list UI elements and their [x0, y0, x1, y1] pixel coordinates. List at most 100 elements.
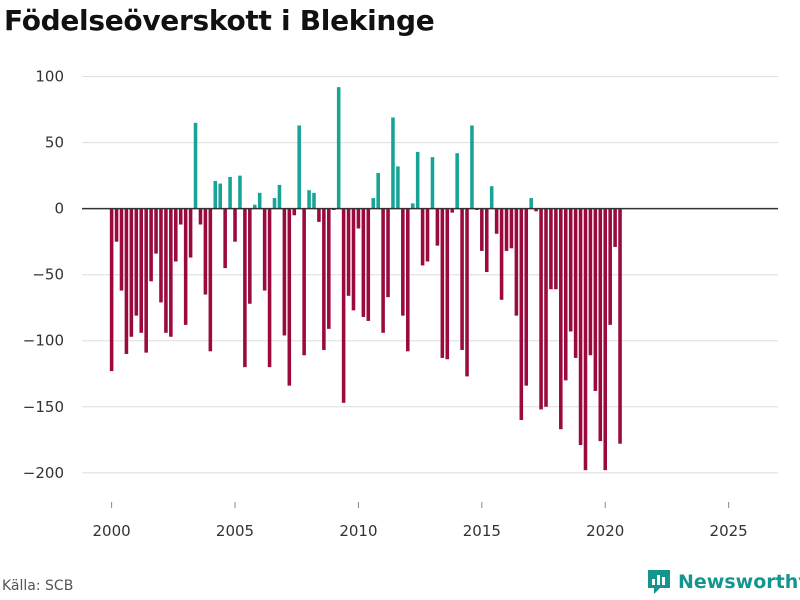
bar [470, 125, 474, 209]
y-tick-label: −200 [23, 464, 64, 482]
bar [455, 153, 459, 209]
bar [302, 208, 306, 356]
bar [356, 208, 361, 229]
grid-lines [82, 76, 778, 474]
bar [415, 151, 420, 209]
bar [484, 208, 489, 273]
bar [134, 208, 139, 316]
x-axis-ticks: 2000 2005 2010 2015 2020 2025 [93, 502, 748, 540]
bar [252, 204, 257, 209]
bar [450, 208, 454, 213]
bar [297, 125, 301, 209]
brand-logo[interactable]: Newsworthy [646, 568, 800, 596]
bar [593, 208, 598, 391]
x-tick-label: 2020 [586, 522, 624, 540]
bar [277, 184, 282, 209]
bar [114, 208, 119, 242]
y-tick-label: −50 [32, 266, 64, 284]
bar [159, 208, 163, 303]
bar [559, 208, 563, 430]
bar [223, 208, 227, 269]
bar [238, 175, 242, 209]
y-tick-label: −150 [23, 398, 64, 416]
bar [391, 117, 395, 209]
bar [460, 208, 464, 350]
bar [410, 203, 415, 209]
bar [178, 208, 183, 225]
bar [598, 208, 603, 442]
bar [396, 166, 400, 209]
bar [499, 208, 504, 300]
bar [129, 208, 134, 337]
bar [203, 208, 208, 295]
bar [109, 208, 114, 372]
bar [248, 208, 252, 304]
bar [549, 208, 553, 290]
bar [336, 87, 341, 209]
bar [282, 208, 287, 336]
bar [435, 208, 440, 246]
bar [213, 180, 218, 209]
bar [193, 122, 198, 209]
bar [494, 208, 499, 234]
chart-title: Födelseöverskott i Blekinge [4, 4, 435, 37]
y-axis-ticks: −200 −150 −100 −50 0 50 100 [23, 68, 64, 482]
bar [366, 208, 371, 321]
x-tick-label: 2025 [710, 522, 748, 540]
bar [489, 186, 494, 209]
bar [440, 208, 445, 358]
bar [267, 208, 272, 368]
x-tick-label: 2000 [93, 522, 131, 540]
bar [312, 192, 316, 209]
y-tick-label: 0 [54, 200, 64, 218]
bar [430, 157, 435, 209]
bar [287, 208, 292, 386]
bar [307, 190, 311, 209]
bar [376, 173, 380, 209]
bar [233, 208, 237, 242]
bar [529, 198, 533, 209]
bar [272, 198, 277, 209]
brand-name: Newsworthy [678, 571, 800, 593]
bar [208, 208, 213, 352]
bar [544, 208, 548, 407]
bar [583, 208, 588, 471]
bar [504, 208, 509, 251]
bar [608, 208, 612, 325]
newsworthy-logo-icon [648, 570, 670, 594]
bar [386, 208, 390, 298]
source-label: Källa: SCB [2, 578, 74, 594]
bar [420, 208, 425, 266]
bar [292, 208, 297, 216]
bar [317, 208, 321, 222]
bar [218, 183, 222, 209]
y-tick-label: 50 [45, 134, 64, 152]
bar [425, 208, 430, 262]
bar [534, 208, 538, 212]
bar [188, 208, 193, 258]
x-tick-label: 2005 [216, 522, 254, 540]
bar [327, 208, 331, 329]
x-tick-label: 2015 [463, 522, 501, 540]
bar [603, 208, 608, 471]
bar [174, 208, 178, 262]
bar [124, 208, 129, 354]
bar [346, 208, 351, 296]
y-tick-label: 100 [35, 68, 64, 86]
bar [618, 208, 622, 444]
x-tick-label: 2010 [339, 522, 377, 540]
bar [361, 208, 366, 317]
bar [554, 208, 558, 290]
bar [465, 208, 469, 377]
bar [509, 208, 514, 249]
bar [381, 208, 385, 333]
bar [371, 198, 376, 209]
bar [139, 208, 144, 333]
bars [109, 87, 622, 471]
bar [539, 208, 543, 410]
bar [144, 208, 148, 353]
bar [198, 208, 203, 225]
bar [568, 208, 573, 332]
bar [588, 208, 593, 356]
